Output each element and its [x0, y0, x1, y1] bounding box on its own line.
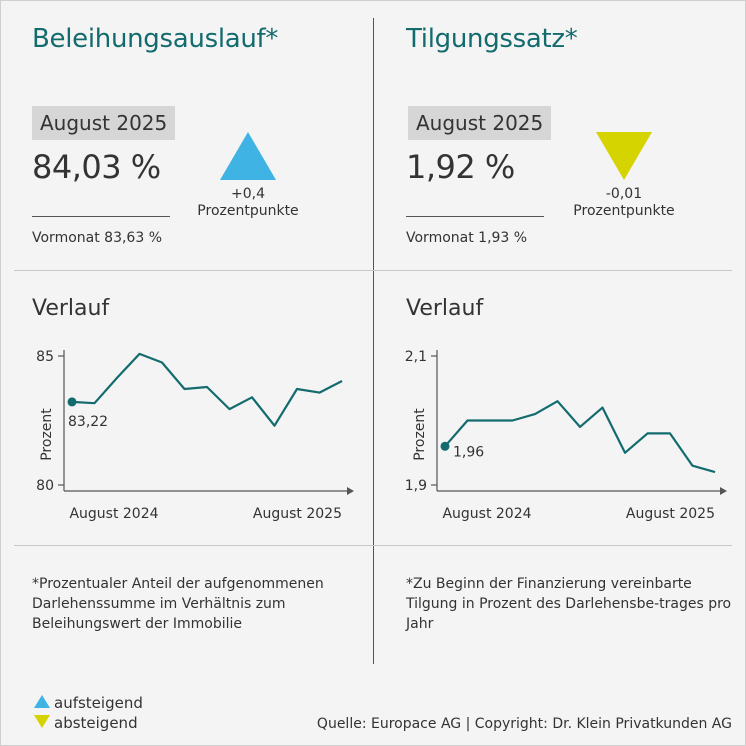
right-value-underline — [406, 216, 544, 217]
left-date-badge: August 2025 — [32, 106, 176, 140]
source-credit: Quelle: Europace AG | Copyright: Dr. Kle… — [316, 716, 732, 732]
right-y-tick-label: 2,1 — [405, 349, 427, 365]
triangle-down-icon — [596, 132, 652, 180]
right-change-unit: Prozentpunkte — [573, 203, 675, 219]
right-date-badge: August 2025 — [408, 106, 552, 140]
divider-bottom — [14, 545, 732, 546]
divider-top — [14, 270, 732, 271]
left-y-axis-label: Prozent — [39, 408, 55, 461]
left-series-line — [71, 352, 343, 427]
triangle-down-icon — [34, 715, 50, 728]
left-previous-month: Vormonat 83,63 % — [32, 230, 162, 246]
left-value-underline — [32, 216, 170, 217]
left-footnote: *Prozentualer Anteil der aufgenommenen D… — [32, 576, 324, 632]
right-series-line — [444, 400, 716, 474]
right-change-value: -0,01 — [605, 186, 643, 202]
center-divider — [373, 18, 374, 664]
legend-up-label: aufsteigend — [54, 694, 143, 712]
right-x-tick-label-start: August 2024 — [442, 506, 531, 522]
left-x-tick-label-end: August 2025 — [253, 506, 342, 522]
left-chart-heading: Verlauf — [32, 296, 110, 321]
right-footnote: *Zu Beginn der Finanzierung vereinbarte … — [406, 576, 732, 632]
left-title: Beleihungsauslauf* — [32, 24, 279, 54]
right-previous-month: Vormonat 1,93 % — [406, 230, 528, 246]
triangle-up-icon — [34, 695, 50, 708]
triangle-up-icon — [220, 132, 276, 180]
right-current-value: 1,92 % — [406, 148, 515, 186]
left-line-chart: 85 80 Prozent August 2024 August 2025 83,22 — [36, 349, 354, 522]
left-change-value: +0,4 — [231, 186, 265, 202]
left-x-axis-arrow — [347, 487, 354, 495]
right-start-label: 1,96 — [453, 444, 484, 460]
right-chart-heading: Verlauf — [406, 296, 484, 321]
right-x-tick-label-end: August 2025 — [626, 506, 715, 522]
left-x-tick-label-start: August 2024 — [69, 506, 158, 522]
legend-down: absteigend — [34, 714, 138, 732]
right-title: Tilgungssatz* — [406, 24, 578, 54]
right-y-tick-label: 1,9 — [405, 478, 427, 494]
left-y-tick-label: 85 — [36, 349, 54, 365]
right-x-axis-arrow — [720, 487, 727, 495]
left-start-point — [67, 397, 77, 407]
right-y-axis-label: Prozent — [412, 408, 428, 461]
left-change: +0,4 Prozentpunkte — [178, 186, 318, 220]
right-start-point — [440, 441, 450, 451]
right-line-chart: 2,1 1,9 Prozent August 2024 August 2025 1,96 — [405, 349, 727, 522]
legend-down-label: absteigend — [54, 714, 138, 732]
legend-up: aufsteigend — [34, 694, 143, 712]
left-start-label: 83,22 — [68, 414, 108, 430]
left-y-tick-label: 80 — [36, 478, 54, 494]
right-change: -0,01 Prozentpunkte — [554, 186, 694, 220]
left-change-unit: Prozentpunkte — [197, 203, 299, 219]
left-current-value: 84,03 % — [32, 148, 161, 186]
